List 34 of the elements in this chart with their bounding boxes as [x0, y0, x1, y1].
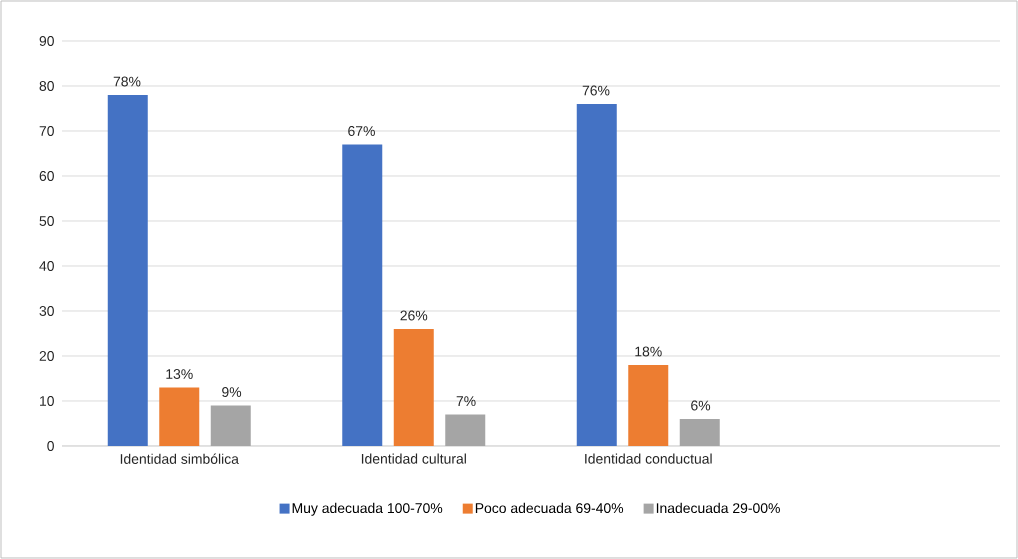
y-tick-label: 20: [39, 351, 54, 361]
y-tick-label: 90: [39, 36, 54, 46]
y-tick-label: 40: [39, 261, 54, 271]
y-tick-label: 70: [39, 126, 54, 136]
data-label: 7%: [456, 396, 476, 406]
y-tick-label: 30: [39, 306, 54, 316]
y-tick-label: 50: [39, 216, 54, 226]
bar: [679, 418, 720, 446]
legend-label: Muy adecuada 100-70%: [292, 502, 443, 516]
data-label: 6%: [691, 400, 711, 411]
y-tick-label: 10: [40, 396, 54, 406]
bar: [210, 405, 251, 446]
x-tick-label: Identidad conductual: [585, 453, 712, 464]
bar: [107, 94, 148, 446]
bar: [576, 103, 617, 446]
bar: [628, 364, 669, 446]
y-tick-label: 80: [39, 81, 54, 91]
data-label: 76%: [582, 85, 610, 96]
data-label: 13%: [166, 369, 193, 379]
bar: [393, 328, 434, 446]
data-label: 18%: [635, 346, 662, 357]
bar: [445, 414, 486, 446]
bar: [159, 387, 200, 446]
bar: [342, 144, 383, 446]
legend-label: Poco adecuada 69-40%: [475, 502, 624, 514]
y-tick-label: 0: [47, 441, 54, 451]
data-label: 78%: [113, 76, 141, 87]
x-tick-label: Identidad simbólica: [120, 453, 239, 464]
data-label: 9%: [222, 387, 242, 397]
data-label: 67%: [348, 126, 375, 136]
y-tick-label: 60: [39, 171, 54, 181]
data-label: 26%: [400, 310, 428, 321]
x-tick-label: Identidad cultural: [361, 453, 466, 464]
legend-label: Inadecuada 29-00%: [656, 502, 780, 514]
